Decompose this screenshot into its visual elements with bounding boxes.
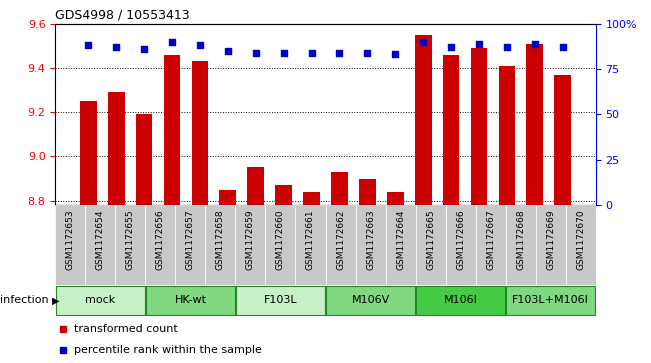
Text: percentile rank within the sample: percentile rank within the sample <box>74 345 262 355</box>
Point <box>83 42 94 48</box>
Bar <box>359 179 376 205</box>
Text: GDS4998 / 10553413: GDS4998 / 10553413 <box>55 9 190 22</box>
FancyBboxPatch shape <box>56 286 145 315</box>
FancyBboxPatch shape <box>355 205 385 285</box>
Text: M106V: M106V <box>352 295 390 305</box>
Text: infection: infection <box>0 295 49 305</box>
Text: GSM1172659: GSM1172659 <box>246 209 255 270</box>
Text: GSM1172664: GSM1172664 <box>396 209 405 270</box>
FancyBboxPatch shape <box>326 286 415 315</box>
Point <box>530 41 540 46</box>
Text: GSM1172670: GSM1172670 <box>576 209 585 270</box>
FancyBboxPatch shape <box>296 205 326 285</box>
Text: GSM1172657: GSM1172657 <box>186 209 195 270</box>
FancyBboxPatch shape <box>416 286 505 315</box>
Bar <box>443 54 460 205</box>
Text: GSM1172661: GSM1172661 <box>306 209 315 270</box>
FancyBboxPatch shape <box>536 205 566 285</box>
Bar <box>219 189 236 205</box>
Text: ▶: ▶ <box>52 295 60 305</box>
Bar <box>499 66 516 205</box>
Text: M106I: M106I <box>443 295 478 305</box>
Text: F103L+M106I: F103L+M106I <box>512 295 589 305</box>
Bar <box>303 192 320 205</box>
Text: GSM1172666: GSM1172666 <box>456 209 465 270</box>
Text: GSM1172665: GSM1172665 <box>426 209 435 270</box>
Text: GSM1172656: GSM1172656 <box>156 209 165 270</box>
Point <box>139 46 149 52</box>
Text: transformed count: transformed count <box>74 324 178 334</box>
Point <box>557 44 568 50</box>
Text: GSM1172655: GSM1172655 <box>126 209 135 270</box>
Text: GSM1172668: GSM1172668 <box>516 209 525 270</box>
FancyBboxPatch shape <box>145 205 175 285</box>
FancyBboxPatch shape <box>236 205 266 285</box>
Point <box>474 41 484 46</box>
Bar <box>80 101 96 205</box>
Point <box>167 39 177 45</box>
Text: mock: mock <box>85 295 115 305</box>
Text: HK-wt: HK-wt <box>174 295 206 305</box>
Bar <box>471 48 488 205</box>
Point <box>390 52 400 57</box>
Bar <box>555 74 571 205</box>
Point <box>307 50 317 56</box>
Bar <box>163 54 180 205</box>
Point <box>251 50 261 56</box>
FancyBboxPatch shape <box>415 205 445 285</box>
Bar <box>415 34 432 205</box>
FancyBboxPatch shape <box>506 286 595 315</box>
Point <box>502 44 512 50</box>
Point <box>279 50 289 56</box>
Point <box>362 50 372 56</box>
Text: GSM1172658: GSM1172658 <box>216 209 225 270</box>
Text: GSM1172660: GSM1172660 <box>276 209 285 270</box>
Bar <box>247 167 264 205</box>
Text: GSM1172654: GSM1172654 <box>96 209 105 270</box>
FancyBboxPatch shape <box>506 205 536 285</box>
FancyBboxPatch shape <box>445 205 476 285</box>
Point <box>195 42 205 48</box>
Point <box>111 44 121 50</box>
Bar <box>331 172 348 205</box>
Bar <box>387 192 404 205</box>
Text: GSM1172667: GSM1172667 <box>486 209 495 270</box>
Point <box>446 44 456 50</box>
FancyBboxPatch shape <box>236 286 325 315</box>
Bar <box>191 61 208 205</box>
Point <box>223 48 233 54</box>
FancyBboxPatch shape <box>115 205 145 285</box>
FancyBboxPatch shape <box>175 205 206 285</box>
FancyBboxPatch shape <box>85 205 115 285</box>
FancyBboxPatch shape <box>55 205 85 285</box>
Bar <box>135 114 152 205</box>
Text: GSM1172663: GSM1172663 <box>366 209 375 270</box>
Text: GSM1172669: GSM1172669 <box>546 209 555 270</box>
FancyBboxPatch shape <box>146 286 235 315</box>
Text: GSM1172653: GSM1172653 <box>66 209 75 270</box>
Text: GSM1172662: GSM1172662 <box>336 209 345 270</box>
Point <box>418 39 428 45</box>
Bar <box>527 44 543 205</box>
FancyBboxPatch shape <box>326 205 355 285</box>
FancyBboxPatch shape <box>476 205 506 285</box>
Bar <box>108 92 124 205</box>
FancyBboxPatch shape <box>206 205 236 285</box>
FancyBboxPatch shape <box>566 205 596 285</box>
FancyBboxPatch shape <box>385 205 415 285</box>
Bar <box>275 185 292 205</box>
FancyBboxPatch shape <box>266 205 296 285</box>
Text: F103L: F103L <box>264 295 298 305</box>
Point <box>334 50 344 56</box>
